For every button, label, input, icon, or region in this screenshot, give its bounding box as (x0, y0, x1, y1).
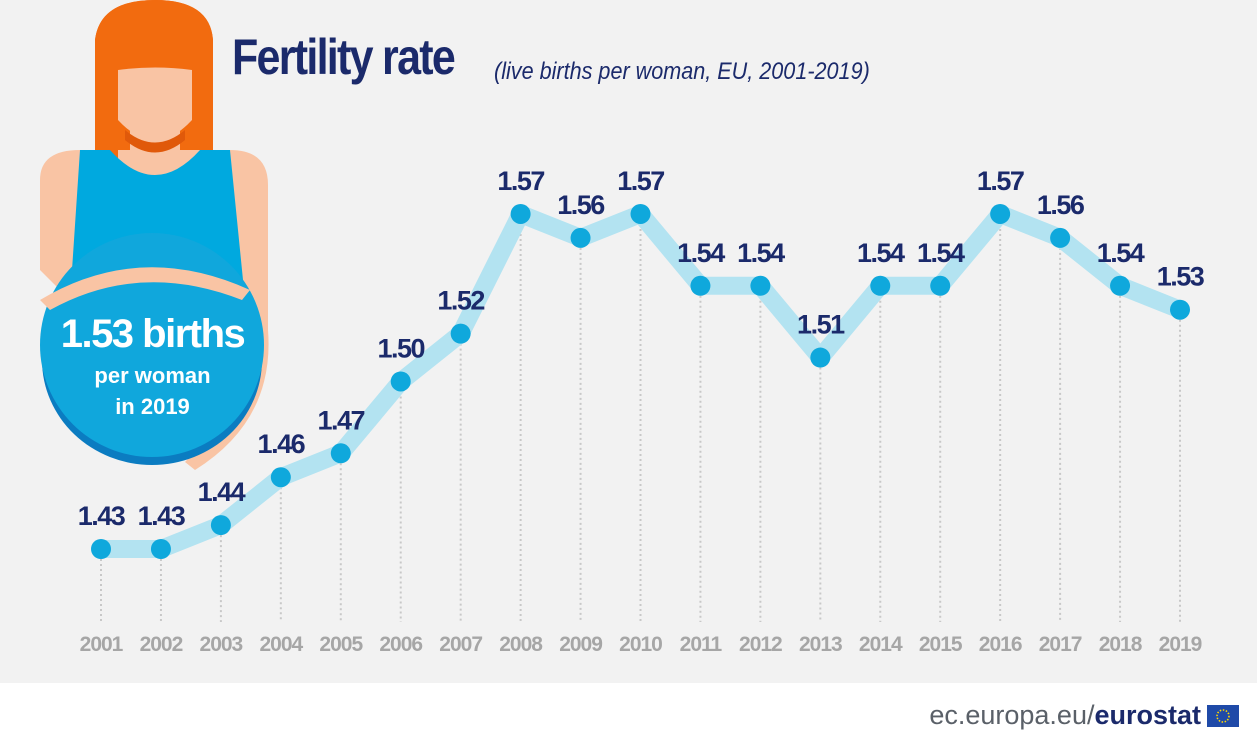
footer-link[interactable]: ec.europa.eu/eurostat (929, 700, 1201, 731)
data-label: 1.43 (138, 501, 186, 531)
data-point (1110, 275, 1131, 296)
data-label: 1.51 (797, 310, 845, 340)
line-chart: 1.43 2001 1.43 2002 1.44 2003 1.46 2004 1.47 2005… (78, 166, 1207, 656)
footer-domain: ec.europa.eu/ (929, 700, 1095, 730)
data-point (810, 347, 831, 368)
x-tick-label: 2011 (680, 633, 723, 656)
data-label: 1.54 (1097, 238, 1145, 268)
x-tick-label: 2017 (1039, 633, 1082, 656)
data-point (210, 515, 231, 536)
data-label: 1.54 (737, 238, 785, 268)
chin (125, 130, 185, 153)
data-point (570, 227, 591, 248)
data-point (91, 539, 111, 559)
data-point (1050, 227, 1071, 248)
x-tick-label: 2013 (799, 633, 842, 656)
x-tick-label: 2010 (619, 633, 662, 656)
data-point (750, 275, 771, 296)
data-label: 1.53 (1157, 262, 1205, 292)
data-label: 1.52 (437, 286, 484, 316)
data-label: 1.56 (1037, 190, 1085, 220)
x-tick-label: 2018 (1099, 633, 1143, 656)
data-point (690, 275, 711, 296)
data-label: 1.46 (258, 429, 306, 459)
data-point (630, 203, 651, 224)
x-tick-label: 2003 (200, 633, 243, 656)
data-label: 1.54 (857, 238, 905, 268)
x-tick-label: 2016 (979, 633, 1022, 656)
x-tick-label: 2008 (499, 633, 543, 656)
data-label: 1.54 (917, 238, 965, 268)
x-tick-label: 2014 (859, 633, 903, 656)
x-tick-label: 2015 (919, 633, 963, 656)
data-label: 1.57 (497, 166, 544, 196)
data-point (930, 275, 951, 296)
face (118, 60, 192, 140)
x-tick-label: 2001 (80, 633, 124, 656)
x-tick-label: 2019 (1159, 633, 1202, 656)
data-label: 1.56 (557, 190, 605, 220)
data-point (450, 323, 471, 344)
data-point (990, 203, 1011, 224)
x-tick-label: 2005 (319, 633, 363, 656)
highlight-line2: in 2019 (115, 394, 190, 419)
x-tick-label: 2007 (439, 633, 482, 656)
data-point (150, 539, 171, 559)
chart-subtitle: (live births per woman, EU, 2001-2019) (494, 58, 870, 85)
eu-flag-icon (1207, 704, 1239, 727)
data-label: 1.57 (977, 166, 1024, 196)
hand (40, 267, 250, 310)
data-point (1170, 299, 1190, 320)
data-point (330, 443, 351, 464)
data-label: 1.50 (377, 333, 424, 363)
highlight-value: 1.53 births (60, 312, 246, 356)
data-label: 1.44 (198, 477, 246, 507)
footer: ec.europa.eu/eurostat (929, 700, 1239, 731)
data-label: 1.54 (677, 238, 725, 268)
chart-title: Fertility rate (232, 29, 456, 85)
x-tick-label: 2009 (559, 633, 602, 656)
data-point (270, 467, 291, 488)
x-tick-label: 2012 (739, 633, 782, 656)
data-point (390, 371, 411, 392)
data-point (510, 203, 531, 224)
x-tick-label: 2004 (259, 633, 303, 656)
data-label: 1.47 (317, 405, 364, 435)
pregnant-woman-illustration (40, 0, 269, 470)
highlight-line1: per woman (94, 363, 211, 388)
data-label: 1.57 (617, 166, 664, 196)
x-tick-label: 2002 (140, 633, 183, 656)
hair-front (95, 0, 213, 170)
footer-brand: eurostat (1094, 700, 1201, 730)
data-point (870, 275, 891, 296)
x-tick-label: 2006 (379, 633, 422, 656)
data-label: 1.43 (78, 501, 126, 531)
